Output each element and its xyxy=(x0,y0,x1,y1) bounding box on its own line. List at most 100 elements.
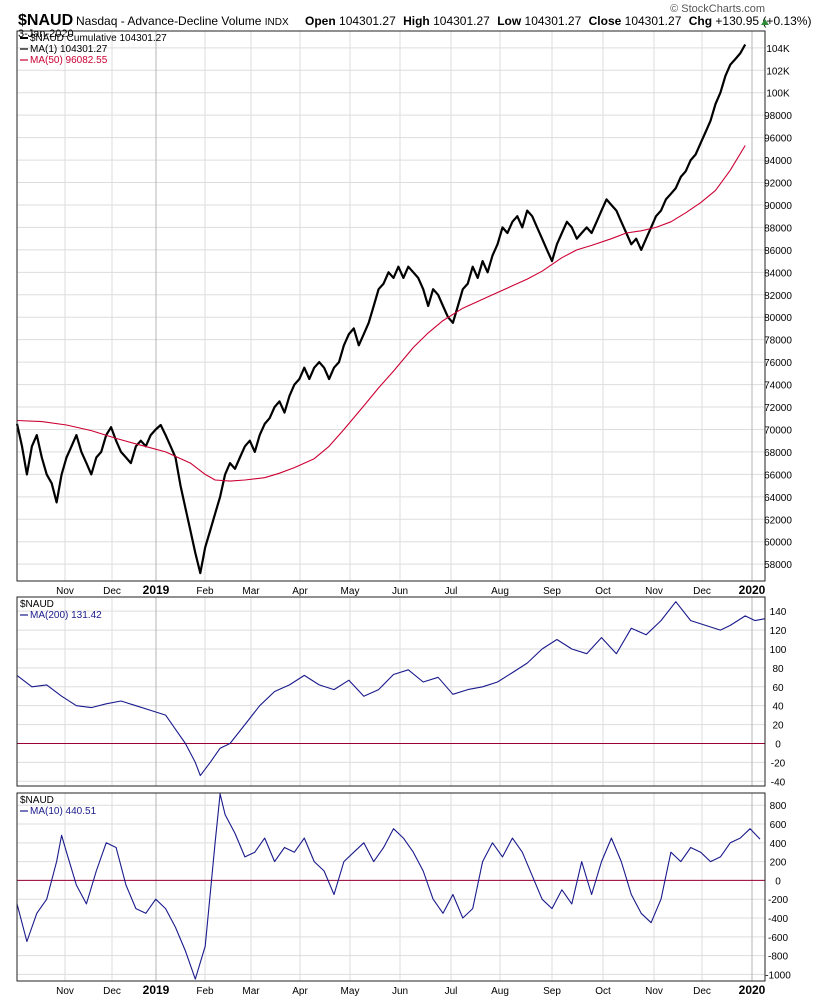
legend-entry: MA(50) 96082.55 xyxy=(30,55,108,66)
y-tick-label: -1000 xyxy=(765,970,791,981)
symbol-title: $NAUD xyxy=(18,12,73,29)
instrument-name: Nasdaq - Advance-Decline Volume xyxy=(76,14,262,28)
x-tick-label: 2020 xyxy=(739,983,766,997)
legend-entry: $NAUD xyxy=(20,795,54,806)
y-tick-label: 100 xyxy=(770,645,787,656)
close-value: 104301.27 xyxy=(625,14,682,28)
y-tick-label: 94000 xyxy=(764,156,792,167)
high-label: High xyxy=(403,14,430,28)
y-tick-label: 58000 xyxy=(764,560,792,571)
y-tick-label: 800 xyxy=(770,801,787,812)
legend-entry: MA(200) 131.42 xyxy=(30,610,102,621)
x-tick-label: Dec xyxy=(103,986,121,997)
y-tick-label: -200 xyxy=(768,895,788,906)
low-label: Low xyxy=(497,14,522,28)
y-tick-label: 0 xyxy=(775,876,781,887)
chart-subtitle: Nasdaq - Advance-Decline Volume INDX xyxy=(76,14,289,28)
open-label: Open xyxy=(305,14,336,28)
x-tick-label: Oct xyxy=(595,986,611,997)
close-label: Close xyxy=(589,14,622,28)
x-tick-label: Aug xyxy=(491,586,509,597)
y-tick-label: 80000 xyxy=(764,313,792,324)
x-tick-label: Feb xyxy=(196,586,214,597)
panel-frame xyxy=(16,30,766,582)
panel-frame xyxy=(16,596,766,787)
y-tick-label: 400 xyxy=(770,839,787,850)
low-value: 104301.27 xyxy=(525,14,582,28)
y-tick-label: 70000 xyxy=(764,425,792,436)
y-tick-label: 600 xyxy=(770,820,787,831)
y-tick-label: 76000 xyxy=(764,358,792,369)
x-tick-label: Apr xyxy=(292,586,308,597)
x-tick-label: Nov xyxy=(56,986,74,997)
y-tick-label: 68000 xyxy=(764,448,792,459)
y-tick-label: -20 xyxy=(771,758,786,769)
y-tick-label: 72000 xyxy=(764,403,792,414)
exchange-label: INDX xyxy=(265,17,289,28)
y-tick-label: 104K xyxy=(766,44,790,55)
x-tick-label: Nov xyxy=(645,986,663,997)
y-tick-label: 88000 xyxy=(764,223,792,234)
legend-entry: MA(10) 440.51 xyxy=(30,806,97,817)
x-tick-label: Mar xyxy=(242,586,260,597)
x-tick-label: Jul xyxy=(445,986,458,997)
x-tick-label: Aug xyxy=(491,986,509,997)
y-tick-label: 64000 xyxy=(764,493,792,504)
x-tick-label: Dec xyxy=(693,586,711,597)
x-tick-label: Apr xyxy=(292,986,308,997)
legend-entry: MA(1) 104301.27 xyxy=(30,44,108,55)
x-tick-label: Jun xyxy=(392,586,408,597)
y-tick-label: 40 xyxy=(772,702,784,713)
y-tick-label: 80 xyxy=(772,664,784,675)
x-tick-label: Mar xyxy=(242,986,260,997)
x-tick-label: Jun xyxy=(392,986,408,997)
y-tick-label: 200 xyxy=(770,858,787,869)
y-tick-label: 92000 xyxy=(764,179,792,190)
x-tick-label: Feb xyxy=(196,986,214,997)
legend-entry: $NAUD xyxy=(20,599,54,610)
x-tick-label: Nov xyxy=(56,586,74,597)
y-tick-label: 98000 xyxy=(764,111,792,122)
y-tick-label: 60000 xyxy=(764,538,792,549)
x-tick-label: Dec xyxy=(693,986,711,997)
y-tick-label: -400 xyxy=(768,914,788,925)
x-tick-label: Nov xyxy=(645,586,663,597)
x-tick-label: May xyxy=(341,586,360,597)
x-tick-label: May xyxy=(341,986,360,997)
x-tick-label: 2019 xyxy=(143,583,170,597)
series-line xyxy=(16,793,761,980)
y-tick-label: 60 xyxy=(772,683,784,694)
chg-value: +130.95 (+0.13%) xyxy=(715,14,811,28)
x-tick-label: Jul xyxy=(445,586,458,597)
y-tick-label: 84000 xyxy=(764,268,792,279)
x-tick-label: 2019 xyxy=(143,983,170,997)
y-tick-label: -600 xyxy=(768,933,788,944)
chart-panel-3: -1000 -800 -600 -400 -200 0 200 400 600 800 Nov Dec… xyxy=(16,792,791,997)
y-tick-label: 20 xyxy=(772,721,784,732)
panel-frame xyxy=(16,792,766,982)
open-value: 104301.27 xyxy=(339,14,396,28)
y-tick-label: -40 xyxy=(771,777,786,788)
y-tick-label: 74000 xyxy=(764,381,792,392)
y-tick-label: 0 xyxy=(775,739,781,750)
up-arrow-icon xyxy=(761,19,769,25)
y-tick-label: 96000 xyxy=(764,134,792,145)
y-tick-label: 82000 xyxy=(764,291,792,302)
x-tick-label: Sep xyxy=(543,586,561,597)
y-tick-label: 102K xyxy=(766,66,790,77)
y-tick-label: 86000 xyxy=(764,246,792,257)
series-line xyxy=(15,43,747,575)
chart-panel-1: 58000 60000 62000 64000 66000 68000 70000 72000… xyxy=(15,30,792,597)
y-tick-label: 78000 xyxy=(764,336,792,347)
x-tick-label: 2020 xyxy=(739,583,766,597)
y-tick-label: 100K xyxy=(766,89,790,100)
ohlc-summary: Open 104301.27 High 104301.27 Low 104301… xyxy=(305,14,811,28)
watermark: © StockCharts.com xyxy=(670,3,765,15)
legend-entry: $NAUD Cumulative 104301.27 xyxy=(30,33,167,44)
series-line xyxy=(16,145,746,482)
series-line xyxy=(16,601,766,777)
y-tick-label: 66000 xyxy=(764,470,792,481)
y-tick-label: -800 xyxy=(768,952,788,963)
